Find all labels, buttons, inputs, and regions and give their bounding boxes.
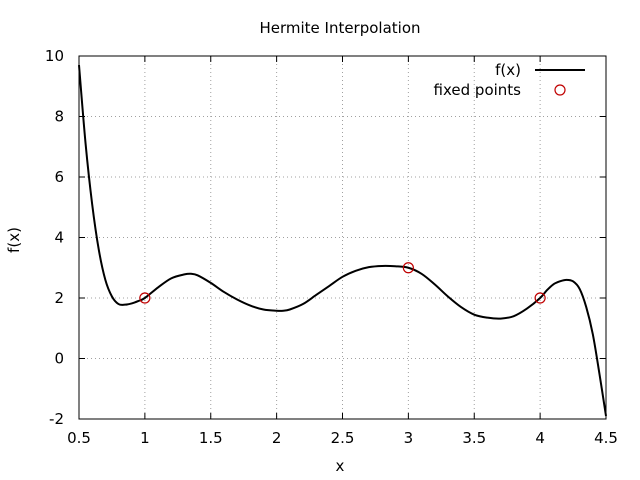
y-axis-label: f(x) — [5, 227, 23, 253]
series-layer — [78, 64, 607, 417]
x-tick-label: 4 — [535, 429, 545, 447]
fixed-point-marker — [402, 262, 414, 274]
series-line-fx — [78, 64, 607, 417]
y-tick-label: 2 — [54, 289, 64, 307]
y-tick-label: 4 — [54, 229, 64, 247]
x-tick-label: 2.5 — [331, 429, 355, 447]
x-tick-label: 4.5 — [594, 429, 618, 447]
grid — [79, 56, 606, 419]
fixed-point-marker — [139, 292, 151, 304]
legend-label-fixed-points: fixed points — [434, 81, 522, 99]
x-tick-label: 0.5 — [67, 429, 91, 447]
x-axis-label: x — [336, 457, 345, 475]
x-tick-label: 3.5 — [462, 429, 486, 447]
x-tick-label: 3 — [404, 429, 414, 447]
y-tick-label: 8 — [54, 108, 64, 126]
fixed-point-marker — [534, 292, 546, 304]
y-tick-label: 10 — [45, 47, 64, 65]
x-tick-label: 1 — [140, 429, 150, 447]
x-tick-label: 2 — [272, 429, 282, 447]
y-tick-label: 0 — [54, 350, 64, 368]
x-tick-label: 1.5 — [199, 429, 223, 447]
legend-swatch-fixed-points — [554, 84, 566, 96]
axis-ticks — [78, 55, 607, 420]
chart-title: Hermite Interpolation — [259, 19, 420, 37]
y-tick-label: 6 — [54, 168, 64, 186]
axis-tick-labels: 0.5 1 1.5 2 2.5 3 3.5 4 4.5 -2 0 2 4 6 8 10 — [45, 47, 618, 447]
legend: f(x) fixed points — [434, 61, 585, 99]
legend-label-fx: f(x) — [495, 61, 521, 79]
y-tick-label: -2 — [49, 410, 64, 428]
